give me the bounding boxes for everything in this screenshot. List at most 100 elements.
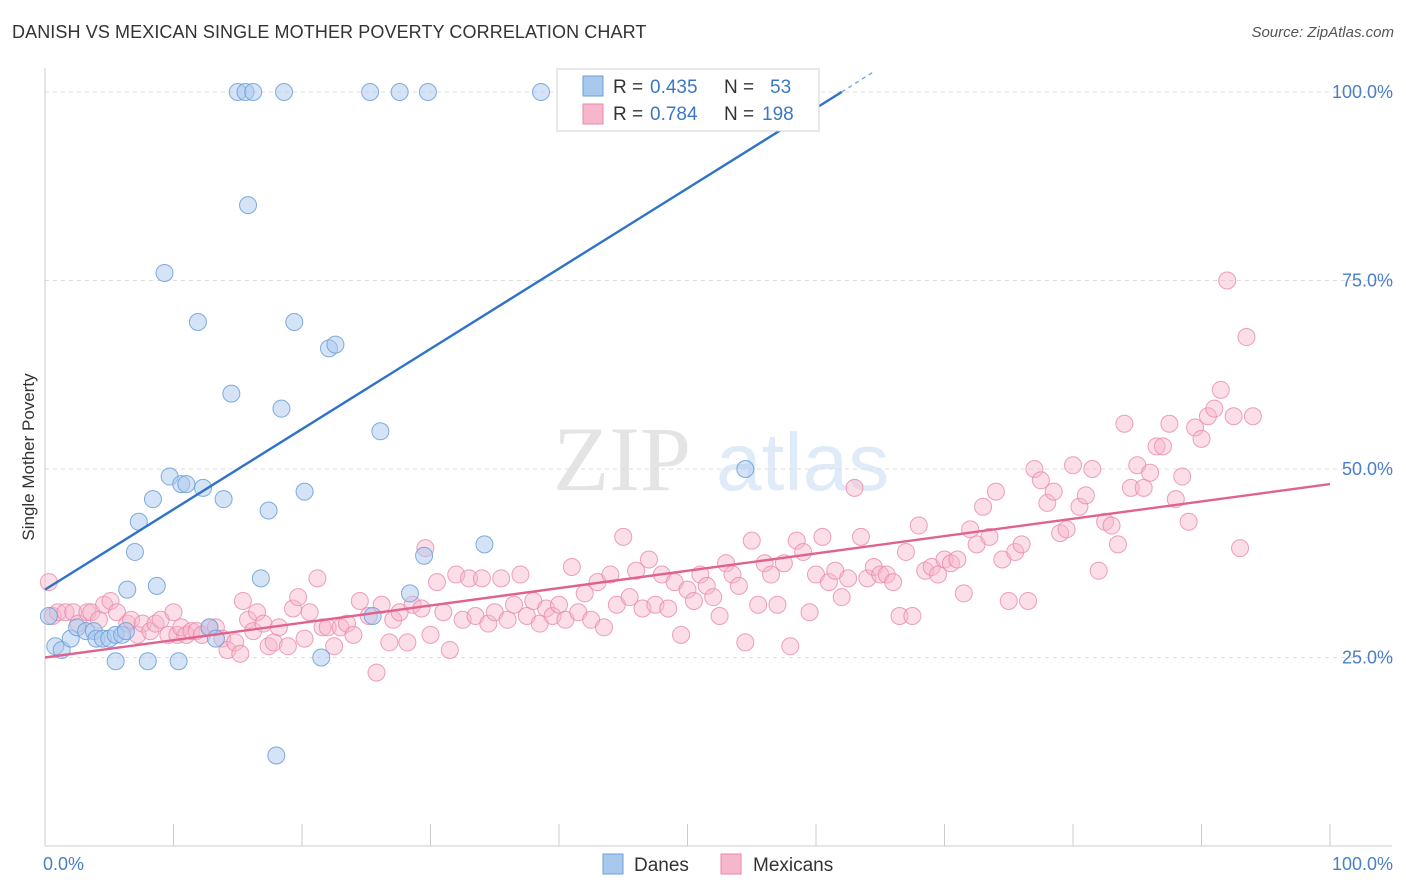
mexicans-point <box>999 591 1018 610</box>
mexicans-point <box>1108 535 1127 554</box>
mexicans-point <box>133 614 152 633</box>
mexicans-point <box>337 614 356 633</box>
mexicans-point <box>1134 478 1153 497</box>
mexicans-point <box>845 478 864 497</box>
legend-mexicans-r-label: R = <box>613 104 643 125</box>
mexicans-point <box>659 599 678 618</box>
mexicans-point <box>226 633 245 652</box>
mexicans-point <box>813 527 832 546</box>
mexicans-point <box>890 607 909 626</box>
mexicans-point <box>1083 460 1102 478</box>
mexicans-point <box>768 595 787 614</box>
mexicans-point <box>601 565 620 584</box>
mexicans-point <box>620 588 639 607</box>
mexicans-point <box>678 580 697 599</box>
mexicans-points <box>39 271 1262 682</box>
danes-point <box>194 478 213 497</box>
danes-point <box>116 622 135 641</box>
mexicans-point <box>344 625 363 644</box>
danes-point <box>188 312 207 331</box>
danes-trend-line <box>44 90 843 591</box>
mexicans-point <box>1057 520 1076 539</box>
mexicans-point <box>233 591 252 610</box>
danes-point <box>39 607 58 626</box>
mexicans-point <box>832 588 851 607</box>
mexicans-point <box>704 588 723 607</box>
y-tick-label-100: 100.0% <box>1332 82 1393 102</box>
mexicans-point <box>1115 414 1134 433</box>
y-axis-title: Single Mother Poverty <box>19 373 38 541</box>
danes-trend-extension <box>841 71 875 93</box>
danes-point <box>285 312 304 331</box>
mexicans-point <box>239 610 258 629</box>
mexicans-point <box>289 588 308 607</box>
mexicans-point <box>961 520 980 539</box>
mexicans-point <box>550 595 568 614</box>
mexicans-point <box>350 591 369 610</box>
legend-danes-r-label: R = <box>613 77 643 98</box>
mexicans-point <box>697 576 716 595</box>
danes-point <box>532 83 551 101</box>
danes-point <box>363 607 382 626</box>
mexicans-point <box>492 569 511 588</box>
mexicans-point <box>1218 271 1237 290</box>
mexicans-point <box>948 550 967 569</box>
mexicans-point <box>300 603 319 622</box>
mexicans-point <box>819 573 838 592</box>
danes-point <box>400 584 419 603</box>
mexicans-point <box>710 607 729 626</box>
danes-point <box>267 746 286 765</box>
mexicans-point <box>101 591 120 610</box>
mexicans-point <box>398 633 417 652</box>
bottom-legend-danes-swatch <box>602 853 624 875</box>
danes-point <box>214 490 233 509</box>
mexicans-point <box>1147 437 1166 456</box>
danes-point <box>312 648 331 667</box>
mexicans-point <box>839 569 858 588</box>
mexicans-point <box>1198 407 1217 426</box>
mexicans-point <box>1019 591 1038 610</box>
mexicans-point <box>1012 535 1031 554</box>
mexicans-point <box>736 633 755 652</box>
mexicans-point <box>479 614 498 633</box>
mexicans-point <box>1153 437 1172 456</box>
mexicans-point <box>851 527 870 546</box>
mexicans-point <box>639 550 658 569</box>
mexicans-point <box>1173 467 1192 486</box>
mexicans-point <box>380 633 399 652</box>
mexicans-point <box>986 482 1005 501</box>
mexicans-point <box>929 565 948 584</box>
x-tick-labels: 0.0% 100.0% <box>43 854 1393 874</box>
mexicans-point <box>614 527 633 546</box>
mexicans-point <box>248 603 267 622</box>
mexicans-point <box>1237 328 1256 347</box>
series-legend: Danes Mexicans <box>602 853 833 876</box>
mexicans-point <box>505 595 524 614</box>
mexicans-point <box>284 599 303 618</box>
danes-point <box>295 482 314 501</box>
mexicans-point <box>684 591 703 610</box>
mexicans-point <box>974 497 993 516</box>
danes-point <box>418 83 437 101</box>
mexicans-point <box>787 531 806 550</box>
danes-point <box>118 580 137 599</box>
axes <box>44 68 1392 847</box>
mexicans-point <box>472 569 491 588</box>
mexicans-point <box>627 561 646 580</box>
mexicans-point <box>1121 478 1140 497</box>
mexicans-point <box>800 603 819 622</box>
mexicans-point <box>1064 456 1082 475</box>
mexicans-point <box>1243 407 1262 426</box>
mexicans-point <box>427 573 446 592</box>
mexicans-point <box>1141 463 1160 482</box>
mexicans-point <box>511 565 530 584</box>
mexicans-point <box>434 603 453 622</box>
mexicans-point <box>672 625 691 644</box>
mexicans-point <box>884 573 903 592</box>
danes-point <box>222 384 241 403</box>
mexicans-point <box>1070 497 1089 516</box>
mexicans-point <box>421 625 440 644</box>
mexicans-point <box>295 629 314 648</box>
danes-point <box>143 490 162 509</box>
